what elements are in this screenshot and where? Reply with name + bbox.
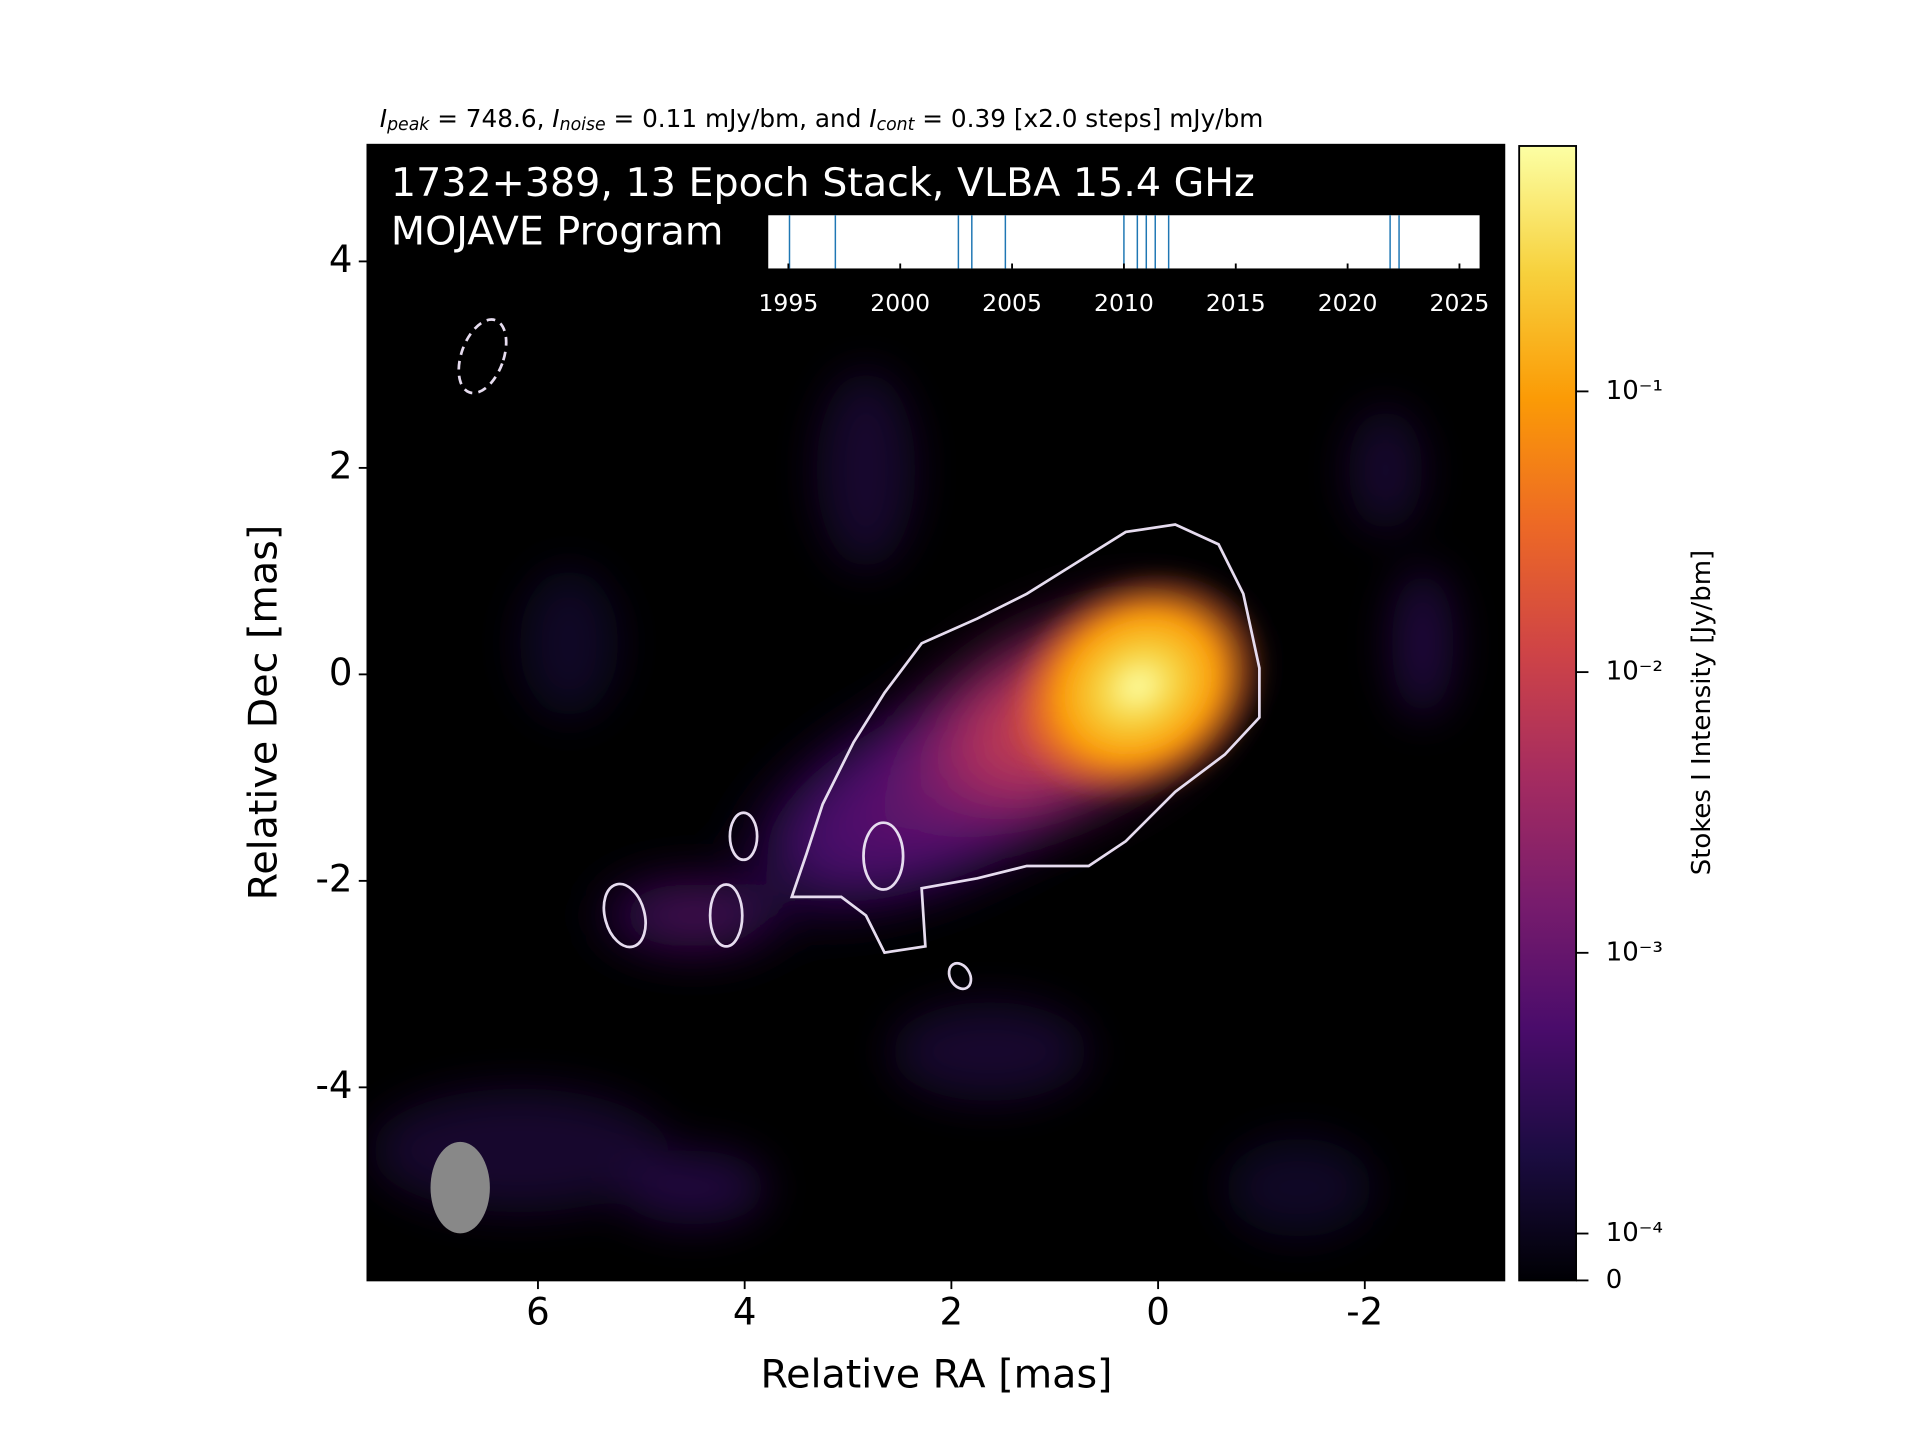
title-segment: I [380, 104, 387, 133]
timeline-tick-label: 2010 [1094, 289, 1154, 317]
title-segment: peak [386, 115, 430, 135]
annotation: 1732+389, 13 Epoch Stack, VLBA 15.4 GHz [391, 160, 1255, 206]
x-tick-label: 6 [526, 1290, 550, 1333]
title-segment: = 0.39 [x2.0 steps] mJy/bm [914, 104, 1263, 133]
timeline-tick-label: 2005 [982, 289, 1042, 317]
timeline-tick-label: 2020 [1318, 289, 1378, 317]
colorbar-tick-label: 10⁻³ [1606, 937, 1663, 967]
title-segment: I [869, 104, 876, 133]
x-tick-label: 0 [1146, 1290, 1170, 1333]
y-tick-label: -4 [316, 1064, 353, 1107]
timeline-tick-label: 2025 [1430, 289, 1490, 317]
x-tick-label: 4 [733, 1290, 757, 1333]
colorbar-tick-label: 10⁻⁴ [1606, 1218, 1663, 1248]
colorbar-label: Stokes I Intensity [Jy/bm] [1687, 550, 1717, 875]
timeline-tick-label: 2015 [1206, 289, 1266, 317]
title-segment: cont [877, 115, 916, 135]
colorbar-tick-label: 0 [1606, 1265, 1623, 1295]
intensity-map [367, 144, 1505, 1281]
title-segment: = 748.6, [429, 104, 552, 133]
y-axis-label: Relative Dec [mas] [240, 525, 286, 901]
colorbar-tick-label: 10⁻¹ [1606, 376, 1663, 406]
timeline-tick-label: 2000 [870, 289, 930, 317]
annotation: MOJAVE Program [391, 208, 723, 254]
title-segment: = 0.11 mJy/bm, and [606, 104, 870, 133]
timeline-tick-label: 1995 [758, 289, 818, 317]
y-tick-label: 0 [329, 651, 353, 694]
plot-title: Ipeak = 748.6, Inoise = 0.11 mJy/bm, and… [380, 104, 1264, 135]
axes-frame [366, 143, 1506, 1282]
colorbar [1518, 145, 1578, 1282]
x-tick-label: -2 [1346, 1290, 1383, 1333]
y-tick-label: -2 [316, 857, 353, 900]
x-axis-label: Relative RA [mas] [760, 1351, 1112, 1397]
y-tick-label: 2 [329, 444, 353, 487]
colorbar-tick-label: 10⁻² [1606, 657, 1663, 687]
title-segment: noise [560, 115, 606, 135]
title-segment: I [552, 104, 559, 133]
x-tick-label: 2 [940, 1290, 964, 1333]
beam [430, 1141, 490, 1234]
y-tick-label: 4 [329, 238, 353, 281]
